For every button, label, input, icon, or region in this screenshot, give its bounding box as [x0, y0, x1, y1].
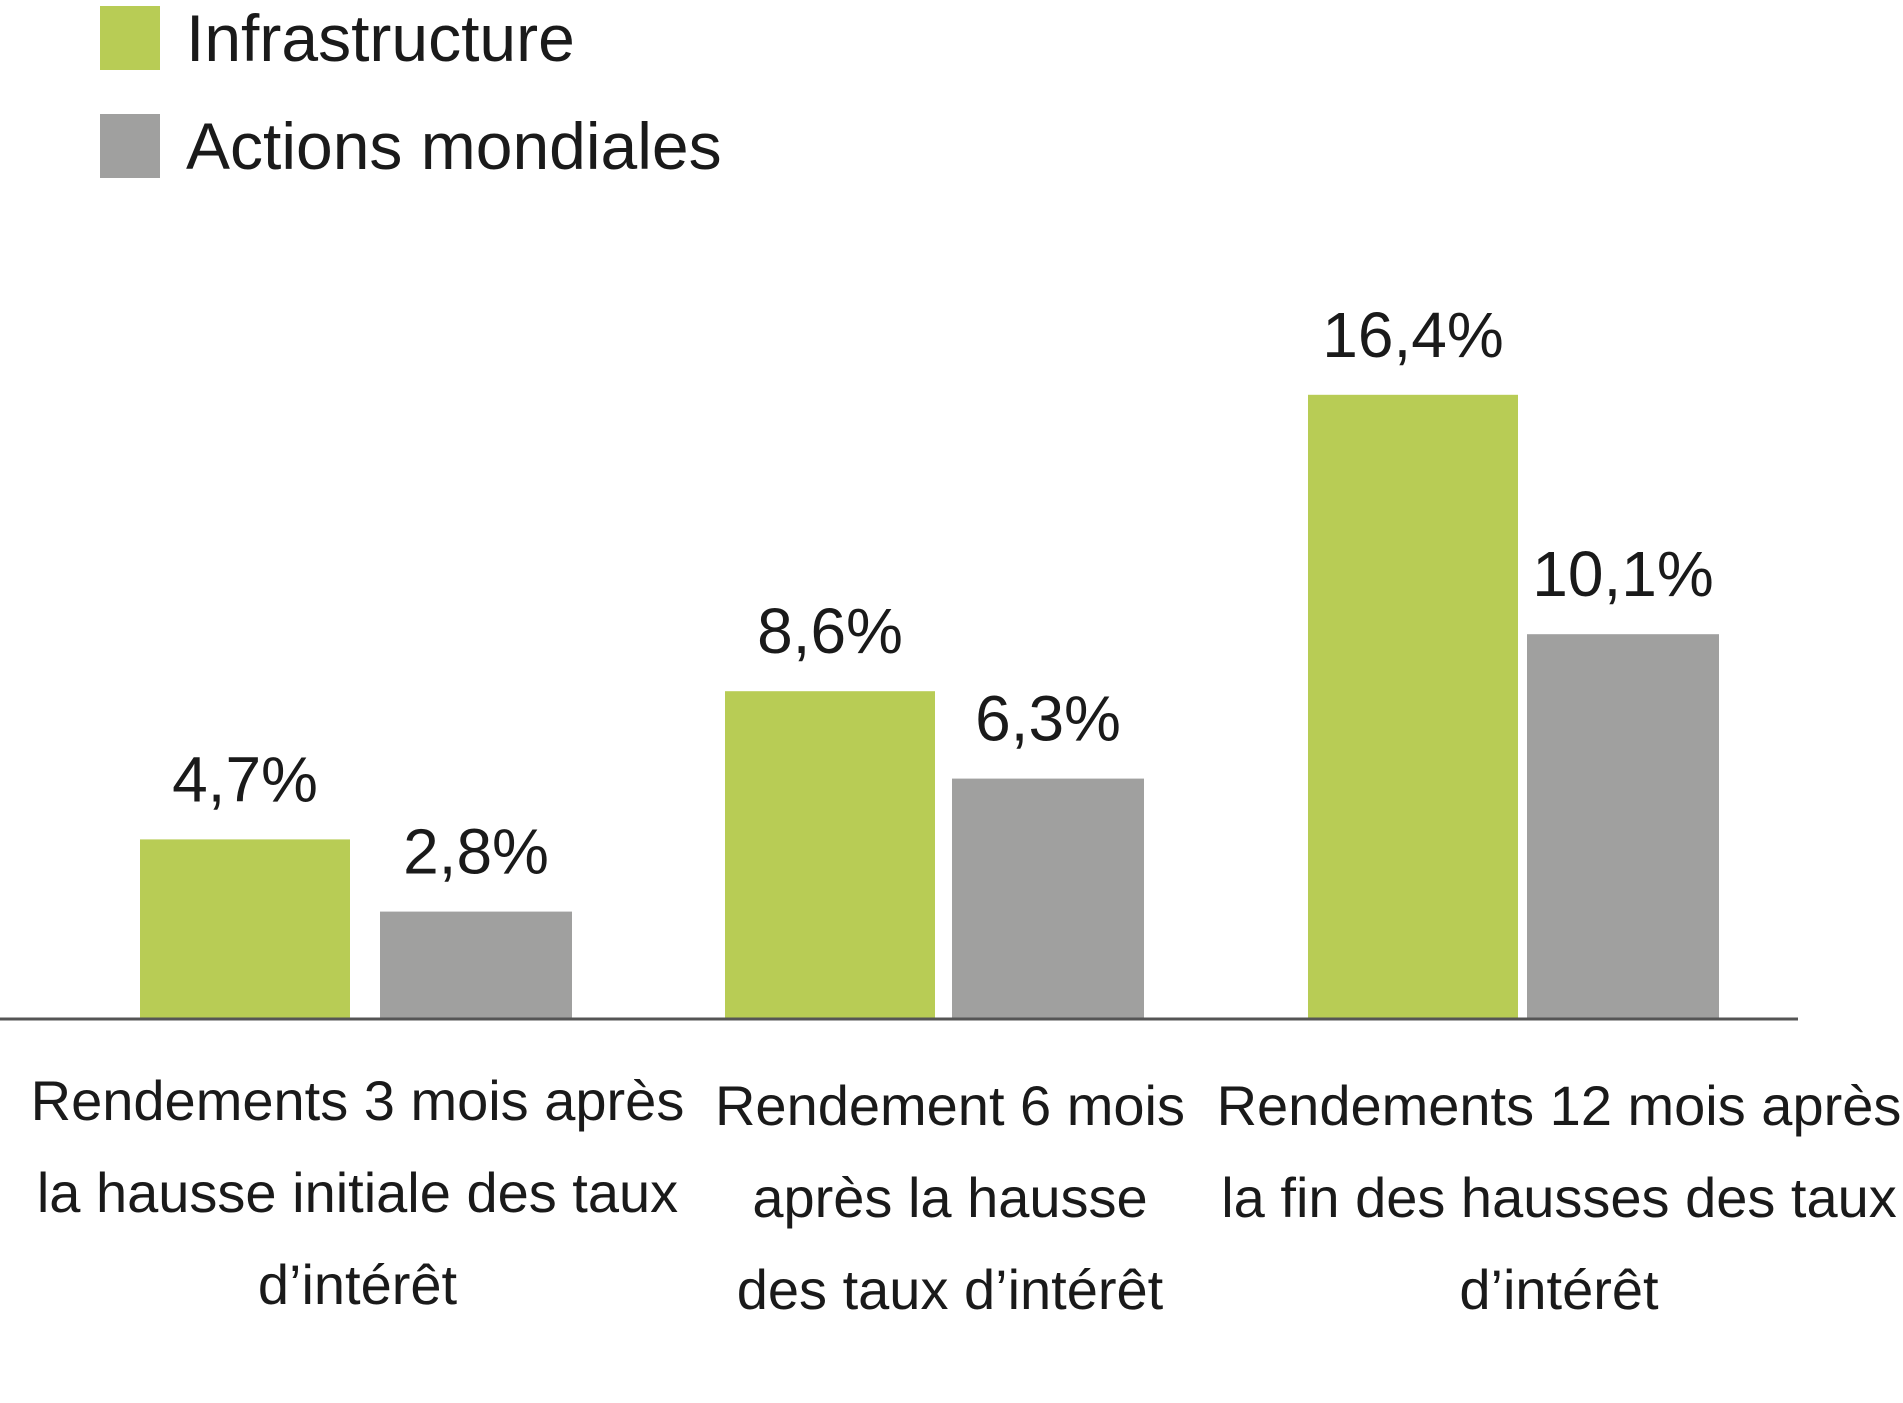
bar-infrastructure-3-mois[interactable]	[140, 839, 350, 1018]
legend-label-actions-mondiales: Actions mondiales	[186, 109, 722, 183]
value-label-infrastructure-6-mois: 8,6%	[757, 595, 903, 667]
bar-infrastructure-6-mois[interactable]	[725, 691, 935, 1018]
legend-label-infrastructure: Infrastructure	[186, 1, 575, 75]
x-tick-label-12-mois: Rendements 12 mois après la fin des haus…	[1216, 1074, 1902, 1321]
legend-swatch-infrastructure	[100, 6, 160, 70]
x-tick-label-6-mois: Rendement 6 mois après la hausse des tau…	[714, 1074, 1185, 1321]
value-label-infrastructure-3-mois: 4,7%	[172, 743, 318, 815]
value-label-infrastructure-12-mois: 16,4%	[1322, 299, 1503, 371]
legend-item-actions-mondiales[interactable]: Actions mondiales	[100, 108, 722, 184]
bar-actions-mondiales-3-mois[interactable]	[380, 911, 572, 1018]
legend-swatch-actions-mondiales	[100, 114, 160, 178]
bars-group	[140, 394, 1719, 1018]
value-labels-group: 4,7% 8,6% 16,4% 2,8% 6,3% 10,1%	[172, 299, 1714, 888]
value-label-actions-mondiales-3-mois: 2,8%	[403, 816, 549, 888]
x-tick-label-3-mois: Rendements 3 mois après la hausse initia…	[30, 1069, 685, 1316]
bar-infrastructure-12-mois[interactable]	[1308, 394, 1518, 1018]
bar-actions-mondiales-12-mois[interactable]	[1527, 634, 1719, 1018]
value-label-actions-mondiales-12-mois: 10,1%	[1532, 538, 1713, 610]
legend-item-infrastructure[interactable]: Infrastructure	[100, 0, 575, 76]
value-label-actions-mondiales-6-mois: 6,3%	[975, 683, 1121, 755]
bar-actions-mondiales-6-mois[interactable]	[952, 778, 1144, 1018]
